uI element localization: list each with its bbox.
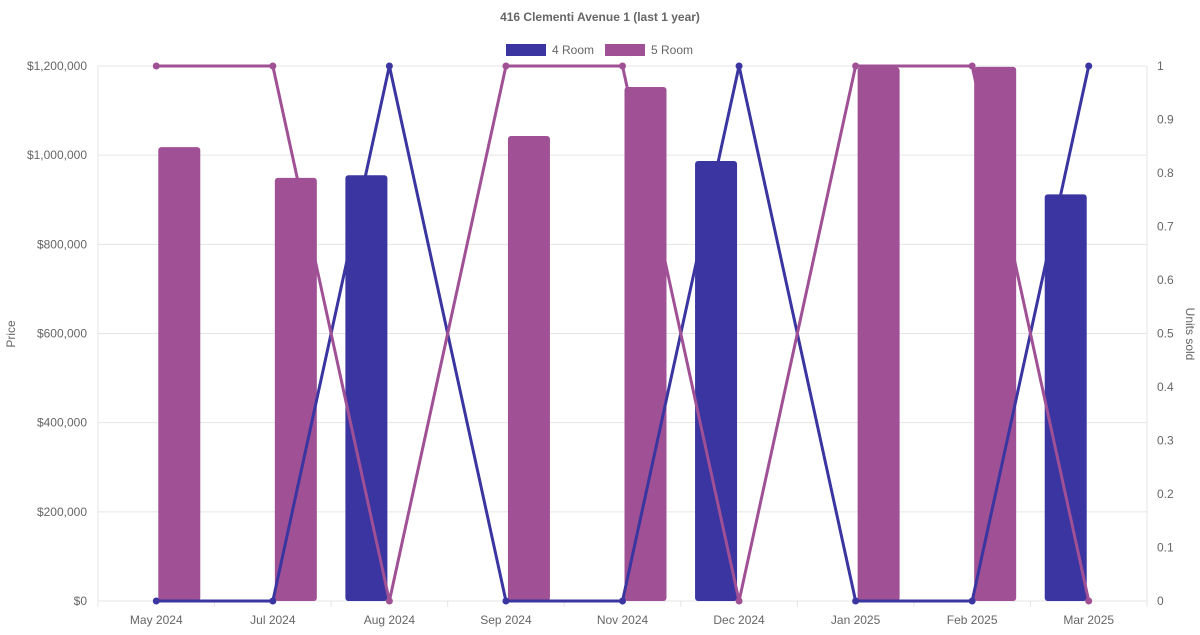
y2-tick-label: 0.5 <box>1157 327 1174 341</box>
legend-swatch <box>506 44 546 56</box>
y2-axis-label: Units sold <box>1183 308 1197 361</box>
bar-5-room <box>974 66 1017 602</box>
x-tick-label: Mar 2025 <box>1063 613 1114 627</box>
point-4-room <box>1085 62 1093 70</box>
y-tick-label: $1,200,000 <box>27 59 87 73</box>
point-5-room <box>502 62 510 70</box>
x-tick-label: Sep 2024 <box>480 613 532 627</box>
bar-5-room <box>158 147 201 601</box>
point-5-room <box>152 62 160 70</box>
y2-tick-label: 0.4 <box>1157 380 1174 394</box>
y-tick-label: $0 <box>74 594 88 608</box>
y-tick-label: $1,000,000 <box>27 148 87 162</box>
chart-title: 416 Clementi Avenue 1 (last 1 year) <box>500 10 700 24</box>
point-4-room <box>968 597 976 605</box>
x-tick-label: Jan 2025 <box>831 613 881 627</box>
point-4-room <box>735 62 743 70</box>
point-5-room <box>852 62 860 70</box>
bar-4-room <box>695 160 738 601</box>
y-tick-label: $200,000 <box>37 505 87 519</box>
point-4-room <box>152 597 160 605</box>
y2-tick-label: 0.7 <box>1157 220 1174 234</box>
y-tick-label: $400,000 <box>37 416 87 430</box>
point-5-room <box>385 597 393 605</box>
bar-4-room <box>1044 194 1087 601</box>
point-5-room <box>1085 597 1093 605</box>
point-5-room <box>619 62 626 70</box>
y-tick-label: $600,000 <box>37 327 87 341</box>
point-5-room <box>735 597 743 605</box>
legend-label: 4 Room <box>552 43 594 57</box>
point-4-room <box>619 597 626 605</box>
y2-tick-label: 0 <box>1157 594 1164 608</box>
bar-5-room <box>507 135 550 601</box>
point-4-room <box>852 597 860 605</box>
x-tick-label: Feb 2025 <box>947 613 998 627</box>
legend-swatch <box>605 44 645 56</box>
y-tick-label: $800,000 <box>37 237 87 251</box>
bar-5-room <box>274 177 317 601</box>
y-axis-label: Price <box>4 320 18 348</box>
y2-tick-label: 0.8 <box>1157 166 1174 180</box>
y2-tick-label: 0.6 <box>1157 273 1174 287</box>
y2-tick-label: 0.9 <box>1157 113 1174 127</box>
y2-tick-label: 0.3 <box>1157 434 1174 448</box>
bar-4-room <box>345 175 388 601</box>
point-4-room <box>502 597 510 605</box>
x-tick-label: Aug 2024 <box>364 613 416 627</box>
y2-tick-label: 0.1 <box>1157 541 1174 555</box>
x-tick-label: Dec 2024 <box>713 613 765 627</box>
point-4-room <box>385 62 393 70</box>
point-5-room <box>968 62 976 70</box>
point-4-room <box>269 597 277 605</box>
x-tick-label: May 2024 <box>130 613 183 627</box>
y2-tick-label: 1 <box>1157 59 1164 73</box>
legend-label: 5 Room <box>651 43 693 57</box>
bar-5-room <box>857 67 900 601</box>
y2-tick-label: 0.2 <box>1157 487 1174 501</box>
x-tick-label: Nov 2024 <box>597 613 649 627</box>
point-5-room <box>269 62 277 70</box>
x-tick-label: Jul 2024 <box>250 613 296 627</box>
bar-5-room <box>624 86 667 602</box>
